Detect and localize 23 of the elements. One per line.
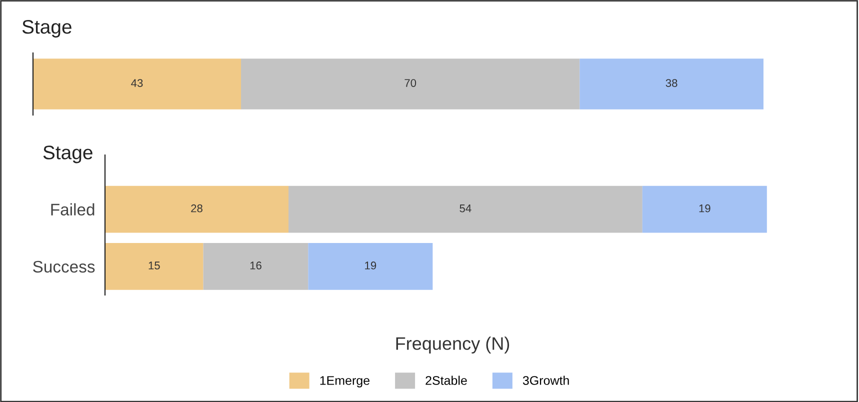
chart-title: Stage bbox=[22, 20, 72, 38]
bar bbox=[642, 186, 767, 233]
y-tick-label: Failed bbox=[51, 203, 94, 216]
data-label: 38 bbox=[666, 79, 678, 87]
legend-label: 1Emerge bbox=[320, 376, 370, 388]
chart-title: Stage bbox=[43, 146, 92, 164]
legend-label: 2Stable bbox=[426, 376, 467, 385]
legend-label: 3Growth bbox=[522, 376, 569, 385]
data-label: 19 bbox=[365, 262, 376, 270]
bar bbox=[105, 243, 204, 290]
data-label: 28 bbox=[191, 204, 202, 212]
data-label: 70 bbox=[404, 79, 416, 87]
data-label: 54 bbox=[460, 204, 472, 212]
data-label: 15 bbox=[148, 262, 160, 270]
data-label: 16 bbox=[250, 262, 262, 270]
bar bbox=[203, 243, 308, 290]
data-label: 43 bbox=[131, 79, 143, 87]
x-axis-title: Frequency (N) bbox=[396, 336, 510, 354]
bar bbox=[105, 186, 288, 233]
bar bbox=[308, 243, 433, 290]
y-tick-label: Success bbox=[33, 260, 95, 273]
data-label: 19 bbox=[699, 204, 710, 212]
bar bbox=[288, 186, 642, 233]
